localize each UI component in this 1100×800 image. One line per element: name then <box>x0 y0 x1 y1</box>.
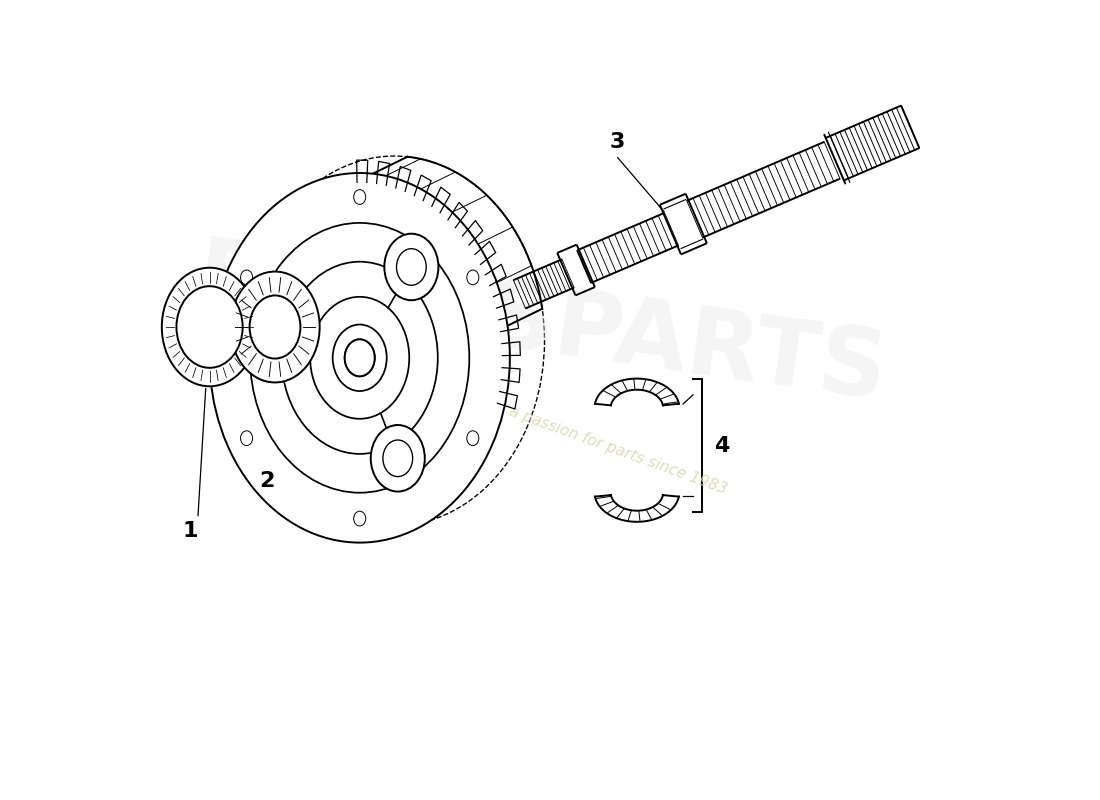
Ellipse shape <box>243 315 297 382</box>
Ellipse shape <box>209 173 510 542</box>
Text: 1: 1 <box>183 521 198 541</box>
Ellipse shape <box>344 339 375 376</box>
Text: EUROSPARTS: EUROSPARTS <box>189 233 892 421</box>
Text: 4: 4 <box>714 436 729 456</box>
Ellipse shape <box>230 271 320 382</box>
Ellipse shape <box>250 295 300 358</box>
Ellipse shape <box>162 268 257 386</box>
Ellipse shape <box>371 425 425 491</box>
Ellipse shape <box>241 270 253 285</box>
Text: a passion for parts since 1983: a passion for parts since 1983 <box>507 404 728 497</box>
Ellipse shape <box>384 234 439 300</box>
Ellipse shape <box>354 511 365 526</box>
Text: 2: 2 <box>260 471 275 491</box>
Ellipse shape <box>466 270 478 285</box>
Ellipse shape <box>241 430 253 446</box>
Ellipse shape <box>466 430 478 446</box>
Ellipse shape <box>176 286 243 368</box>
Ellipse shape <box>354 190 365 205</box>
Text: 3: 3 <box>610 132 625 152</box>
